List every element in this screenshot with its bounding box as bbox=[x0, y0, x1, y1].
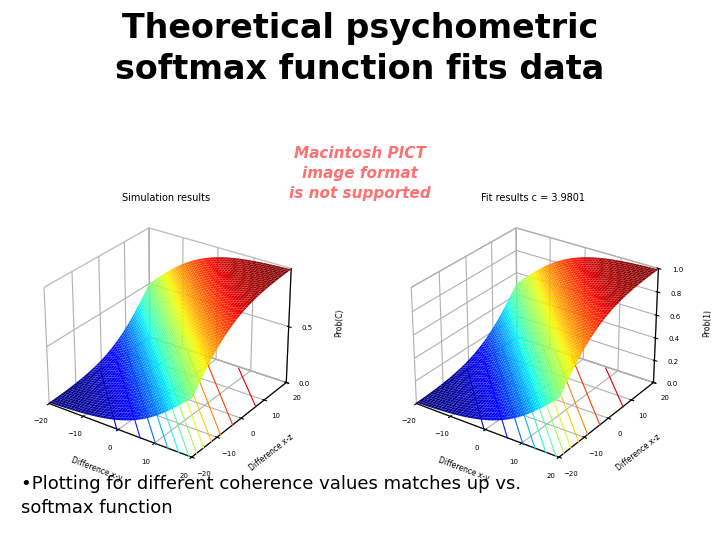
Y-axis label: Difference x-z: Difference x-z bbox=[248, 433, 295, 472]
Text: Theoretical psychometric
softmax function fits data: Theoretical psychometric softmax functio… bbox=[115, 12, 605, 86]
Y-axis label: Difference x-z: Difference x-z bbox=[615, 433, 662, 472]
X-axis label: Difference x-y: Difference x-y bbox=[70, 456, 123, 483]
Text: Macintosh PICT
image format
is not supported: Macintosh PICT image format is not suppo… bbox=[289, 146, 431, 201]
Title: Simulation results: Simulation results bbox=[122, 193, 210, 203]
Text: •Plotting for different coherence values matches up vs.
softmax function: •Plotting for different coherence values… bbox=[22, 475, 521, 517]
Title: Fit results c = 3.9801: Fit results c = 3.9801 bbox=[481, 193, 585, 203]
X-axis label: Difference x-y: Difference x-y bbox=[437, 456, 490, 483]
